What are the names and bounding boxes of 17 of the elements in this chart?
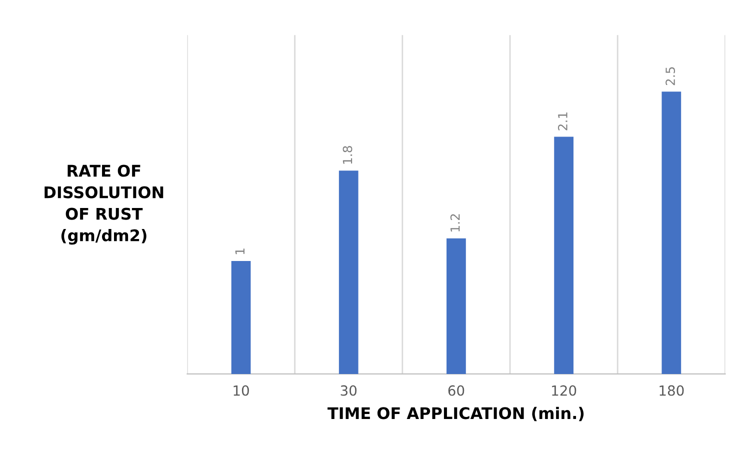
data-label: 2.5 <box>666 67 676 86</box>
data-label: 1 <box>235 248 244 254</box>
x-axis-title: TIME OF APPLICATION (min.) <box>328 406 584 422</box>
x-tick-label: 30 <box>340 385 357 396</box>
bar <box>446 238 466 374</box>
x-tick-label: 10 <box>234 385 249 396</box>
bar <box>554 136 574 374</box>
data-label: 1.8 <box>342 146 352 164</box>
data-label: 1.2 <box>450 214 460 232</box>
y-axis-title: RATE OF DISSOLUTION OF RUST (gm/dm2) <box>44 164 164 245</box>
bar <box>662 92 682 374</box>
bar <box>338 170 358 374</box>
data-label: 2.1 <box>558 112 568 130</box>
x-tick-label: 120 <box>552 385 576 396</box>
bar <box>231 261 251 374</box>
x-tick-label: 180 <box>660 385 684 396</box>
x-tick-label: 60 <box>448 385 464 396</box>
